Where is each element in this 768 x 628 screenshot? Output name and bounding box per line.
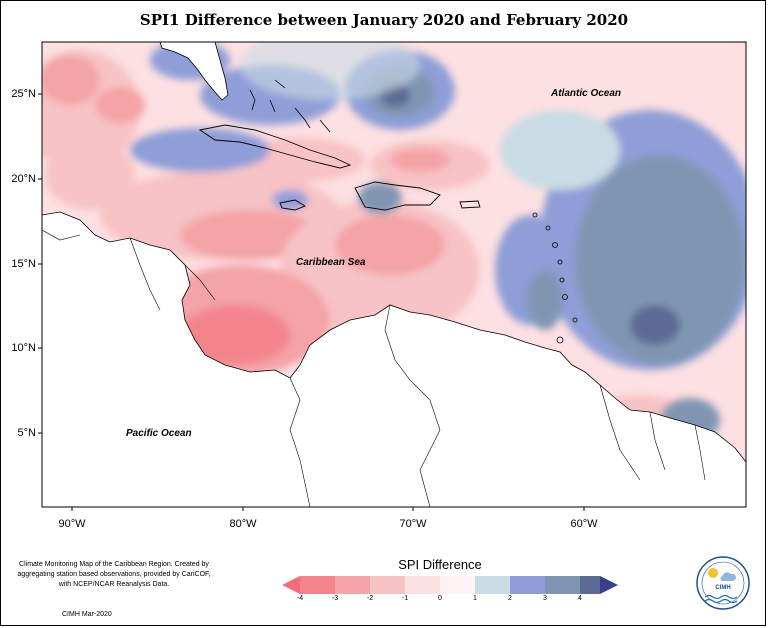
field-atlantic-light bbox=[500, 110, 620, 190]
outline-jamaica bbox=[279, 199, 307, 211]
legend-swatch-1 bbox=[300, 576, 335, 594]
legend-swatch-9 bbox=[580, 576, 600, 594]
legend-tick-label: -3 bbox=[331, 595, 339, 602]
legend-swatch-5 bbox=[440, 576, 475, 594]
lat-label-20n: 20°N bbox=[11, 173, 36, 185]
outline-puerto-rico bbox=[459, 200, 481, 209]
legend-tick-label: 1 bbox=[473, 595, 477, 602]
field-sw-carib-core bbox=[180, 305, 290, 365]
field-gulf-center bbox=[95, 87, 145, 123]
credit-text: Climate Monitoring Map of the Caribbean … bbox=[17, 561, 211, 588]
outline-cuba bbox=[198, 124, 352, 169]
field-atlantic-east-core bbox=[630, 305, 680, 345]
field-haiti-blue bbox=[358, 182, 402, 214]
legend-tick-label: -1 bbox=[401, 595, 409, 602]
legend-swatch-4 bbox=[405, 576, 440, 594]
field-bahamas-light bbox=[240, 42, 420, 100]
field-florida-strait bbox=[130, 128, 270, 172]
field-central-carib-core bbox=[335, 215, 445, 275]
land-florida bbox=[159, 42, 229, 101]
legend-swatch-2 bbox=[335, 576, 370, 594]
lon-label-90w: 90°W bbox=[58, 518, 86, 530]
legend-tick-label: 2 bbox=[508, 595, 512, 602]
lon-label-60w: 60°W bbox=[570, 518, 598, 530]
field-gulf-west-core bbox=[42, 55, 100, 105]
outline-lesser-antilles bbox=[532, 212, 578, 344]
field-nw-carib-core bbox=[180, 210, 320, 260]
lat-label-25n: 25°N bbox=[11, 88, 36, 100]
field-hispaniola-core bbox=[390, 148, 450, 172]
lon-label-70w: 70°W bbox=[399, 518, 427, 530]
lat-label-5n: 5°N bbox=[17, 427, 36, 439]
cimh-logo bbox=[696, 556, 750, 610]
legend-arrow-left bbox=[282, 576, 300, 594]
country-borders bbox=[42, 229, 706, 507]
legend-tick-label: 0 bbox=[438, 595, 442, 602]
legend-tick-label: -2 bbox=[366, 595, 374, 602]
credit-date: CIMH Mar-2020 bbox=[62, 611, 112, 618]
lat-label-10n: 10°N bbox=[11, 342, 36, 354]
label-caribbean-sea: Caribbean Sea bbox=[296, 257, 366, 268]
legend-colorbar bbox=[282, 576, 618, 594]
legend-swatch-3 bbox=[370, 576, 405, 594]
field-atlantic-east-mid bbox=[575, 155, 745, 365]
logo-label: CIMH bbox=[715, 585, 731, 591]
legend-arrow-right bbox=[600, 576, 618, 594]
legend-swatch-6 bbox=[475, 576, 510, 594]
legend-tick-label: 4 bbox=[578, 595, 582, 602]
legend-title: SPI Difference bbox=[398, 557, 482, 572]
field-yucatan bbox=[45, 140, 135, 210]
legend-swatch-7 bbox=[510, 576, 545, 594]
legend-tick-label: -4 bbox=[296, 595, 304, 602]
map-title: SPI1 Difference between January 2020 and… bbox=[139, 11, 629, 29]
field-atlantic-north bbox=[450, 42, 670, 100]
map-border bbox=[41, 41, 747, 508]
legend-tick-label: 3 bbox=[543, 595, 547, 602]
outline-bahamas bbox=[249, 79, 331, 133]
label-pacific-ocean: Pacific Ocean bbox=[126, 428, 192, 439]
field-antilles-mid bbox=[527, 270, 563, 330]
label-atlantic-ocean: Atlantic Ocean bbox=[551, 88, 622, 99]
axis-ticks bbox=[38, 93, 585, 511]
outline-hispaniola bbox=[354, 181, 441, 211]
legend-swatch-8 bbox=[545, 576, 580, 594]
spi-field bbox=[42, 42, 746, 488]
lat-label-15n: 15°N bbox=[11, 258, 36, 270]
land-central-south-america bbox=[42, 211, 746, 507]
lon-label-80w: 80°W bbox=[229, 518, 257, 530]
